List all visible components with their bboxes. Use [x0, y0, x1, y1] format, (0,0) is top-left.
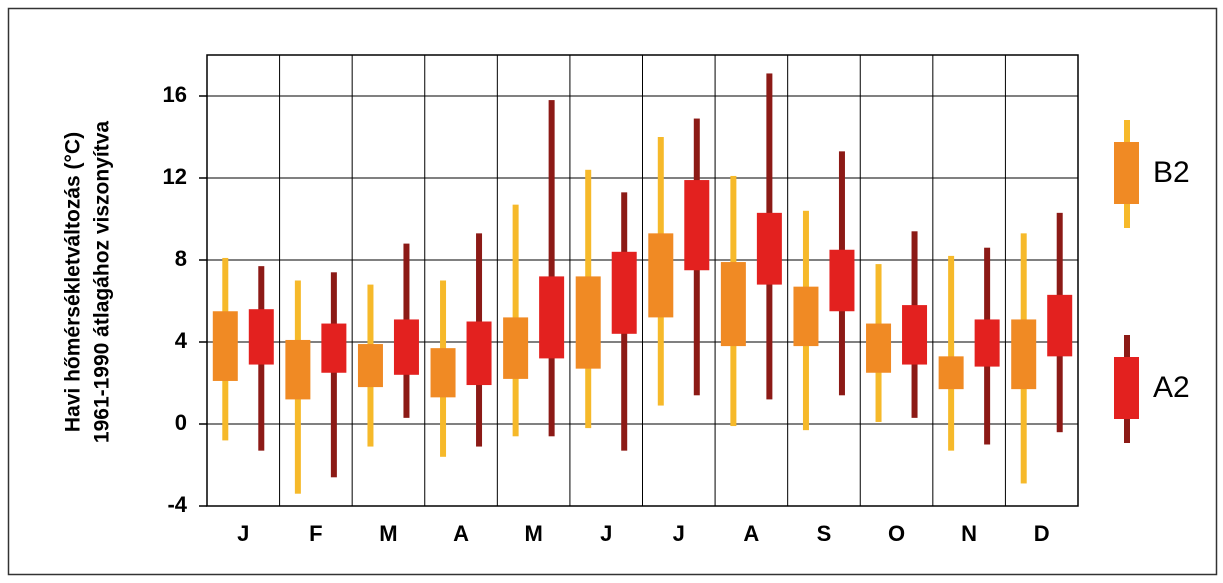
box [430, 348, 456, 398]
box [466, 321, 492, 386]
y-tick-label: 4 [175, 328, 188, 353]
box [902, 305, 928, 365]
x-tick-label: N [961, 521, 977, 546]
box [829, 249, 855, 312]
legend-label: B2 [1153, 156, 1190, 189]
box [611, 251, 637, 334]
box [248, 309, 274, 365]
box [866, 323, 892, 373]
x-tick-label: J [237, 521, 249, 546]
y-tick-label: -4 [167, 492, 187, 517]
box [1011, 319, 1037, 390]
legend-box [1114, 142, 1139, 204]
x-tick-label: M [379, 521, 397, 546]
box [393, 319, 419, 375]
y-tick-label: 8 [175, 246, 187, 271]
box [357, 344, 383, 388]
y-axis-label: Havi hőmérsékletváltozás (°C) [62, 132, 85, 432]
box [974, 319, 1000, 367]
x-tick-label: J [600, 521, 612, 546]
box [212, 311, 238, 381]
legend-box [1114, 357, 1139, 419]
whisker [948, 255, 955, 451]
whisker [330, 272, 337, 478]
box [648, 233, 674, 318]
x-tick-label: A [743, 521, 759, 546]
x-tick-label: O [888, 521, 905, 546]
box [1047, 294, 1073, 357]
whisker [548, 100, 555, 437]
box [793, 286, 819, 347]
box [539, 276, 565, 359]
y-tick-label: 0 [175, 410, 187, 435]
box [720, 262, 746, 347]
x-tick-label: J [673, 521, 685, 546]
box [756, 212, 782, 285]
box [684, 180, 710, 271]
x-tick-label: D [1034, 521, 1050, 546]
y-axis-label: 1961-1990 átlagához viszonyítva [91, 121, 114, 443]
x-tick-label: M [524, 521, 542, 546]
x-tick-label: S [817, 521, 832, 546]
box [575, 276, 601, 369]
box [321, 323, 347, 373]
y-tick-label: 16 [163, 82, 187, 107]
box [938, 356, 964, 390]
box [503, 317, 529, 379]
plot-border [206, 54, 1079, 507]
box [285, 339, 311, 400]
legend-label: A2 [1153, 371, 1190, 404]
x-tick-label: A [453, 521, 469, 546]
x-tick-label: F [309, 521, 322, 546]
y-tick-label: 12 [163, 164, 187, 189]
